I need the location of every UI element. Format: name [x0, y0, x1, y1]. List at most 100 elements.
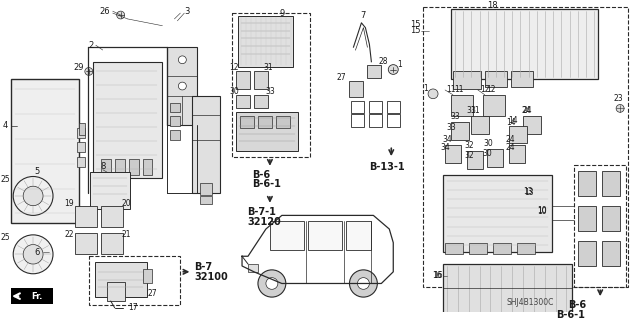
Bar: [115, 159, 125, 174]
Circle shape: [179, 82, 186, 90]
Text: 16: 16: [432, 271, 442, 280]
Bar: [579, 171, 596, 196]
Text: 31: 31: [263, 63, 273, 72]
Bar: [445, 243, 463, 254]
Bar: [170, 103, 180, 112]
Bar: [509, 126, 527, 144]
Text: 33: 33: [265, 87, 275, 96]
Text: B-7: B-7: [195, 262, 212, 272]
Bar: [602, 206, 620, 231]
Text: Fr.: Fr.: [31, 292, 43, 300]
Text: 23: 23: [613, 94, 623, 103]
Bar: [12, 79, 79, 223]
Bar: [451, 122, 469, 139]
Bar: [602, 171, 620, 196]
Text: 15: 15: [410, 20, 420, 29]
Bar: [523, 116, 541, 134]
Bar: [248, 264, 258, 272]
Text: 11: 11: [446, 85, 456, 94]
Text: 5: 5: [35, 167, 40, 176]
Bar: [100, 233, 123, 254]
Circle shape: [23, 245, 43, 264]
Text: B-6: B-6: [252, 170, 270, 180]
Text: 13: 13: [523, 187, 532, 196]
Bar: [387, 114, 400, 127]
Bar: [469, 243, 487, 254]
Text: 4: 4: [3, 122, 8, 130]
Text: 21: 21: [122, 230, 131, 239]
Bar: [107, 282, 125, 301]
Text: 34: 34: [442, 135, 452, 144]
Bar: [367, 65, 381, 78]
Text: 26: 26: [99, 7, 110, 16]
Bar: [77, 143, 85, 152]
Bar: [89, 256, 180, 305]
Text: B-6-1: B-6-1: [252, 179, 281, 189]
Text: 19: 19: [64, 199, 74, 208]
Circle shape: [179, 56, 186, 64]
Text: 24: 24: [506, 143, 515, 152]
Bar: [443, 264, 572, 319]
Text: 6: 6: [35, 248, 40, 257]
Bar: [453, 71, 481, 89]
Text: 31: 31: [470, 106, 479, 115]
Text: 31: 31: [466, 106, 476, 115]
Circle shape: [616, 105, 624, 112]
Bar: [75, 206, 97, 227]
Bar: [240, 116, 254, 128]
Bar: [602, 241, 620, 266]
Text: 25: 25: [1, 175, 10, 184]
Bar: [483, 95, 505, 116]
Text: B-13-1: B-13-1: [369, 162, 405, 172]
Bar: [467, 151, 483, 169]
Circle shape: [349, 270, 378, 297]
Bar: [346, 221, 371, 250]
Bar: [511, 71, 532, 87]
Circle shape: [13, 235, 53, 274]
Circle shape: [266, 278, 278, 289]
Bar: [270, 221, 304, 250]
Text: 32: 32: [464, 141, 474, 150]
Text: 10: 10: [538, 207, 547, 216]
Bar: [254, 71, 268, 89]
Bar: [351, 114, 364, 127]
Bar: [100, 206, 123, 227]
Circle shape: [358, 278, 369, 289]
Bar: [200, 196, 212, 204]
Bar: [168, 47, 197, 125]
Text: 22: 22: [64, 230, 74, 239]
Circle shape: [13, 176, 53, 215]
Text: 30: 30: [483, 149, 493, 158]
Bar: [170, 116, 180, 126]
Text: 32120: 32120: [247, 217, 281, 227]
Bar: [574, 165, 626, 287]
Text: 24: 24: [523, 106, 532, 115]
Text: 18: 18: [488, 1, 498, 10]
Text: 24: 24: [506, 135, 515, 144]
Text: 33: 33: [446, 123, 456, 132]
Text: 24: 24: [522, 106, 531, 115]
Bar: [351, 100, 364, 113]
Bar: [236, 95, 250, 108]
Bar: [79, 123, 85, 135]
Text: 12: 12: [486, 85, 495, 94]
Bar: [236, 71, 250, 89]
Bar: [12, 288, 53, 304]
Bar: [349, 81, 364, 97]
Circle shape: [428, 89, 438, 99]
Text: 9: 9: [279, 9, 284, 18]
Bar: [387, 100, 400, 113]
Bar: [93, 62, 163, 178]
Bar: [445, 145, 461, 163]
Circle shape: [85, 68, 93, 75]
Text: 28: 28: [379, 57, 388, 66]
Bar: [369, 100, 382, 113]
Bar: [471, 116, 489, 134]
Text: 30: 30: [484, 139, 493, 148]
Bar: [143, 159, 152, 174]
Text: 12: 12: [229, 63, 239, 72]
Circle shape: [23, 186, 43, 206]
Bar: [238, 16, 292, 67]
Circle shape: [258, 270, 286, 297]
Bar: [423, 7, 628, 287]
